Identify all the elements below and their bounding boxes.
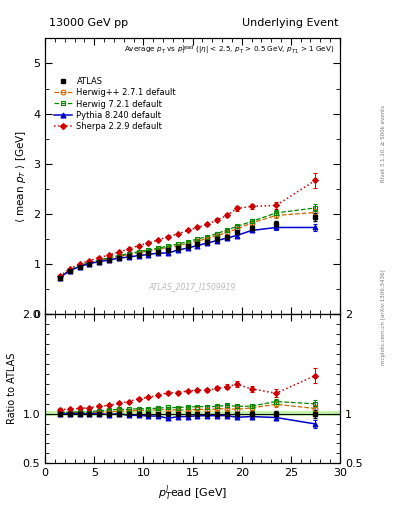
- Text: Average $p_T$ vs $p_T^{\mathrm{lead}}$ ($|\eta|$ < 2.5, $p_T$ > 0.5 GeV, $p_{T1}: Average $p_T$ vs $p_T^{\mathrm{lead}}$ (…: [123, 44, 334, 57]
- Text: Rivet 3.1.10, ≥ 500k events: Rivet 3.1.10, ≥ 500k events: [381, 105, 386, 182]
- Y-axis label: Ratio to ATLAS: Ratio to ATLAS: [7, 353, 17, 424]
- Legend: ATLAS, Herwig++ 2.7.1 default, Herwig 7.2.1 default, Pythia 8.240 default, Sherp: ATLAS, Herwig++ 2.7.1 default, Herwig 7.…: [52, 76, 178, 132]
- Y-axis label: $\langle$ mean $p_T$ $\rangle$ [GeV]: $\langle$ mean $p_T$ $\rangle$ [GeV]: [14, 130, 28, 223]
- Bar: [45, 411, 340, 416]
- X-axis label: $p_T^{l}$ead [GeV]: $p_T^{l}$ead [GeV]: [158, 484, 227, 503]
- Text: mcplots.cern.ch [arXiv:1306.3436]: mcplots.cern.ch [arXiv:1306.3436]: [381, 270, 386, 365]
- Text: Underlying Event: Underlying Event: [242, 18, 339, 28]
- Text: ATLAS_2017_I1509919: ATLAS_2017_I1509919: [149, 282, 236, 291]
- Text: 13000 GeV pp: 13000 GeV pp: [49, 18, 128, 28]
